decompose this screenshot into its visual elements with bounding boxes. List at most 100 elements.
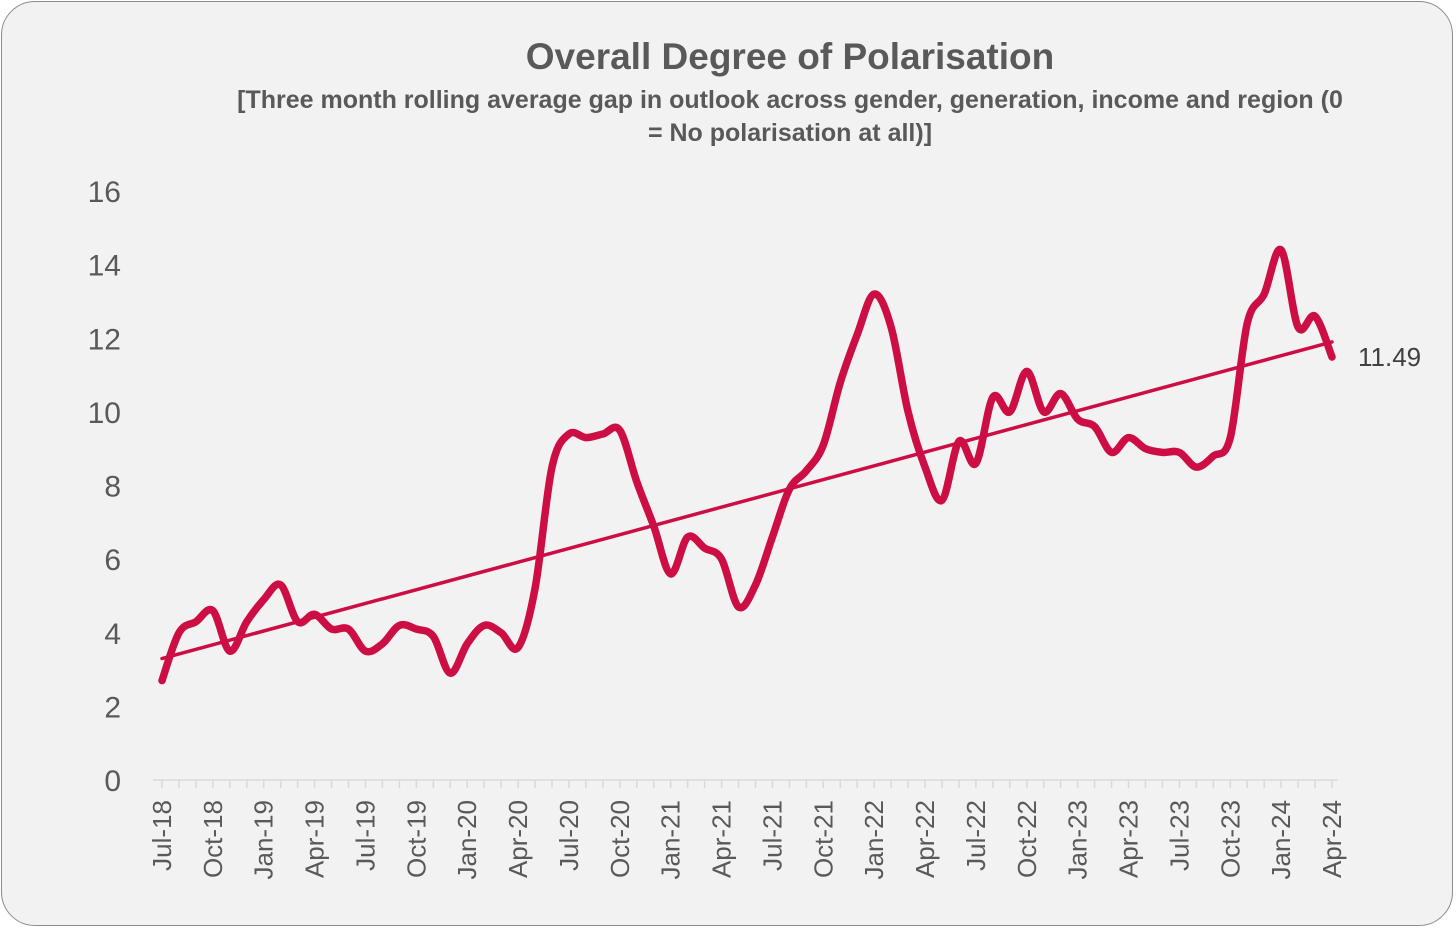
data-point xyxy=(396,622,402,628)
data-point xyxy=(1007,409,1013,415)
data-point xyxy=(820,442,826,448)
data-point xyxy=(634,479,640,485)
data-point xyxy=(939,497,945,503)
data-point xyxy=(210,608,216,614)
x-tick-label: Apr-20 xyxy=(503,800,533,878)
x-tick-label: Apr-22 xyxy=(910,800,940,878)
x-tick-label: Jul-23 xyxy=(1164,800,1194,871)
x-tick-label: Apr-24 xyxy=(1317,800,1347,878)
data-point xyxy=(532,586,538,592)
data-point xyxy=(329,626,335,632)
y-tick-label: 0 xyxy=(104,765,121,798)
y-tick-label: 4 xyxy=(104,618,121,651)
x-tick-label: Jul-22 xyxy=(961,800,991,871)
data-point xyxy=(685,534,691,540)
x-tick-label: Jan-22 xyxy=(859,800,889,880)
data-point xyxy=(464,641,470,647)
data-point xyxy=(837,379,843,385)
y-tick-label: 16 xyxy=(88,176,121,209)
data-point xyxy=(1109,449,1115,455)
x-tick-label: Jan-24 xyxy=(1266,800,1296,880)
data-point xyxy=(719,556,725,562)
data-point xyxy=(346,626,352,632)
data-point xyxy=(244,619,250,625)
series-line-polarisation xyxy=(158,245,1336,685)
data-point xyxy=(973,460,979,466)
x-tick-label: Jan-20 xyxy=(452,800,482,880)
data-point xyxy=(362,648,368,654)
data-point xyxy=(1210,453,1216,459)
data-point xyxy=(447,670,453,676)
data-point xyxy=(786,486,792,492)
data-point xyxy=(583,435,589,441)
data-point xyxy=(1159,449,1165,455)
x-tick-label: Oct-20 xyxy=(605,800,635,878)
data-point xyxy=(498,630,504,636)
y-tick-label: 14 xyxy=(88,250,121,283)
y-tick-label: 12 xyxy=(88,323,121,356)
data-point xyxy=(193,619,199,625)
data-point xyxy=(1058,390,1064,396)
x-tick-label: Oct-22 xyxy=(1012,800,1042,878)
trendline xyxy=(160,340,1334,661)
data-point xyxy=(261,597,267,603)
data-point xyxy=(549,464,555,470)
data-point xyxy=(430,633,436,639)
data-point xyxy=(312,611,318,617)
data-point xyxy=(1278,247,1284,253)
data-point xyxy=(736,604,742,610)
data-point xyxy=(1075,416,1081,422)
data-point xyxy=(1024,368,1030,374)
data-point xyxy=(1244,321,1250,327)
data-point xyxy=(905,409,911,415)
data-point xyxy=(278,582,284,588)
data-point xyxy=(990,394,996,400)
data-point xyxy=(566,431,572,437)
chart-subtitle: [Three month rolling average gap in outl… xyxy=(237,86,1343,147)
data-point xyxy=(1227,435,1233,441)
chart-title: Overall Degree of Polarisation xyxy=(525,36,1055,77)
x-tick-label: Jul-21 xyxy=(757,800,787,871)
x-tick-label: Apr-21 xyxy=(707,800,737,878)
data-point xyxy=(769,534,775,540)
data-point xyxy=(617,427,623,433)
x-tick-label: Jul-19 xyxy=(350,800,380,871)
x-tick-label: Jan-23 xyxy=(1063,800,1093,880)
data-point xyxy=(668,571,674,577)
data-point xyxy=(702,545,708,551)
data-point xyxy=(481,622,487,628)
data-point xyxy=(1142,446,1148,452)
data-point xyxy=(854,332,860,338)
x-tick-label: Oct-18 xyxy=(198,800,228,878)
data-point xyxy=(413,626,419,632)
y-tick-label: 10 xyxy=(88,397,121,430)
data-point xyxy=(752,582,758,588)
x-tick-label: Oct-19 xyxy=(401,800,431,878)
data-point xyxy=(1176,449,1182,455)
x-tick-label: Jul-18 xyxy=(147,800,177,871)
data-point xyxy=(1193,464,1199,470)
y-tick-label: 6 xyxy=(104,544,121,577)
x-tick-label: Jul-20 xyxy=(554,800,584,871)
data-point xyxy=(159,678,165,684)
x-tick-label: Jan-21 xyxy=(656,800,686,880)
data-point xyxy=(888,324,894,330)
data-point xyxy=(1041,409,1047,415)
data-point xyxy=(1261,291,1267,297)
data-point xyxy=(379,641,385,647)
data-point xyxy=(1295,324,1301,330)
y-tick-label: 8 xyxy=(104,471,121,504)
last-value-label: 11.49 xyxy=(1358,342,1421,372)
data-point xyxy=(227,648,233,654)
x-tick-label: Oct-23 xyxy=(1215,800,1245,878)
x-tick-label: Apr-23 xyxy=(1114,800,1144,878)
data-point xyxy=(1126,435,1132,441)
data-point xyxy=(295,619,301,625)
y-tick-label: 2 xyxy=(104,691,121,724)
data-point xyxy=(871,291,877,297)
data-point xyxy=(600,431,606,437)
data-point xyxy=(651,523,657,529)
data-point xyxy=(1092,424,1098,430)
